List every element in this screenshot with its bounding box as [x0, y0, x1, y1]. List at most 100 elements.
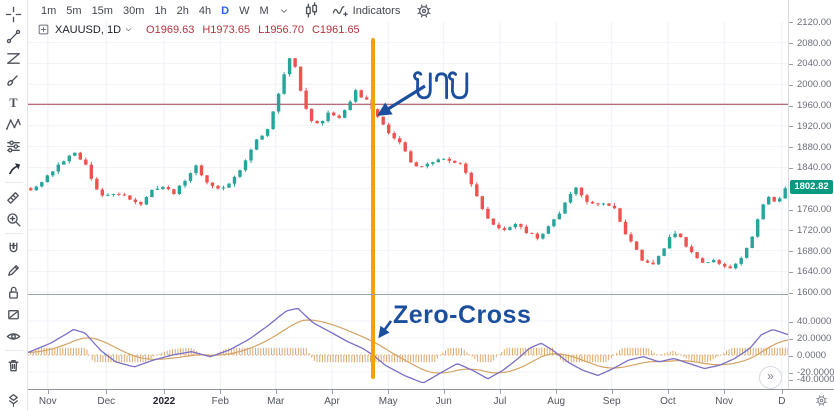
timeframe-button-1m[interactable]: 1m [41, 4, 57, 17]
sell-annotation [377, 71, 469, 116]
price-axis-label: 1840.00 [788, 162, 832, 174]
time-axis-label: Oct [660, 396, 676, 407]
sidebar-tool-trash[interactable] [3, 354, 25, 376]
toolbar-separator [4, 350, 23, 351]
candlestick-series [29, 57, 787, 270]
time-axis-label: Nov [38, 396, 57, 407]
price-axis[interactable]: 1802.82 2120.00 2080.00 2040.00 2000.00 1960… [788, 0, 834, 389]
indicator-axis-label: 40.0000 [788, 316, 832, 328]
close-value: C1961.65 [311, 23, 360, 36]
time-axis-label: Aug [547, 396, 566, 407]
time-axis-tick [556, 390, 558, 394]
time-axis-label: Mar [267, 396, 285, 407]
time-axis-tick [781, 390, 783, 394]
chevron-down-icon [124, 25, 133, 34]
sidebar-tool-crosshair[interactable] [3, 3, 25, 25]
symbol-title[interactable]: XAUUSD, 1D [55, 24, 133, 36]
timeframe-button-5m[interactable]: 5m [66, 4, 82, 17]
time-axis-tick [275, 390, 277, 394]
time-axis[interactable]: Nov Dec 2022 Feb Mar Apr May Jun Jul Aug Sep Oct Nov… [0, 389, 834, 411]
sidebar-tool-drawing-pencil[interactable] [3, 259, 25, 281]
time-axis-label: Nov [715, 396, 734, 407]
time-axis-label: Feb [211, 396, 229, 407]
time-axis-tick [47, 390, 49, 394]
sidebar-tool-arrow-marker[interactable] [3, 157, 25, 179]
price-axis-label: 1680.00 [788, 245, 832, 257]
sidebar-tool-xabcd-pattern[interactable] [3, 113, 25, 135]
symbol-name: XAUUSD, 1D [55, 23, 122, 36]
sidebar-tool-forecast[interactable] [3, 135, 25, 157]
price-axis-label: 2080.00 [788, 37, 832, 49]
price-axis-label: 1760.00 [788, 204, 832, 216]
time-axis-tick [164, 390, 166, 394]
price-axis-label: 2040.00 [788, 58, 832, 70]
chart-canvas[interactable]: ขาย [28, 0, 788, 389]
price-axis-label: 1920.00 [788, 120, 832, 132]
zero-cross-annotation: Zero-Cross [393, 301, 532, 329]
price-axis-label: 2120.00 [788, 16, 832, 28]
open-value: O1969.63 [146, 23, 195, 36]
time-axis-gear-icon[interactable] [815, 394, 828, 411]
time-axis-tick [611, 390, 613, 394]
candle-style-icon[interactable] [299, 2, 324, 19]
timeframe-button-d[interactable]: D [221, 4, 230, 17]
sidebar-tool-text[interactable]: T [3, 91, 25, 113]
time-axis-tick [443, 390, 445, 394]
sidebar-tool-zoom-in[interactable] [3, 208, 25, 230]
last-price-badge: 1802.82 [790, 179, 833, 194]
time-axis-tick [220, 390, 222, 394]
timeframe-button-4h[interactable]: 4h [198, 4, 212, 17]
time-axis-label: Jul [493, 396, 507, 407]
price-axis-label: 1720.00 [788, 224, 832, 236]
ohlc-readout: O1969.63 H1973.65 L1956.70 C1961.65 [146, 24, 360, 36]
time-axis-label: D [778, 396, 786, 407]
time-axis-tick [724, 390, 726, 394]
sidebar-tool-trend-line[interactable] [3, 25, 25, 47]
settings-gear-icon[interactable] [412, 3, 436, 19]
indicators-button[interactable]: Indicators [332, 2, 401, 19]
zero-cross-annotation-arrow [378, 320, 393, 339]
sidebar-tool-hide-marks[interactable] [3, 303, 25, 325]
time-axis-tick [499, 390, 501, 394]
indicators-wave-plus-icon [332, 2, 349, 19]
toolbar-separator [4, 233, 23, 234]
sidebar-tool-eye[interactable] [3, 325, 25, 347]
time-axis-label: May [378, 396, 398, 407]
time-axis-tick [332, 390, 333, 394]
sidebar-tool-lock-open[interactable] [3, 281, 25, 303]
timeframe-button-w[interactable]: W [239, 4, 250, 17]
collapse-pane-button[interactable]: » [759, 366, 782, 389]
timeframe-button-30m[interactable]: 30m [122, 4, 145, 17]
box-plus-icon[interactable] [37, 23, 50, 36]
macd-line [28, 308, 788, 384]
low-value: L1956.70 [258, 23, 304, 36]
pane-divider[interactable] [28, 294, 834, 295]
time-axis-tick [106, 390, 108, 394]
sidebar-tool-measure-ruler[interactable] [3, 186, 25, 208]
timeframe-button-m[interactable]: M [259, 4, 269, 17]
price-axis-label: 1880.00 [788, 141, 832, 153]
time-axis-label: 2022 [152, 396, 176, 407]
indicators-label: Indicators [352, 4, 401, 17]
sidebar-tool-object-tree[interactable] [3, 389, 25, 411]
top-toolbar: 1m 5m 15m 30m 1h 2h 4h D W M Indicators XAUUSD, 1… [29, 0, 834, 38]
grid [28, 22, 788, 389]
sidebar-tool-magnet[interactable] [3, 237, 25, 259]
price-axis-label: 1600.00 [788, 287, 832, 299]
timeframe-menu-button[interactable] [275, 6, 293, 16]
sidebar-tool-brush[interactable] [3, 69, 25, 91]
time-axis-label: Dec [97, 396, 116, 407]
timeframe-toolbar: 1m 5m 15m 30m 1h 2h 4h D W M Indicators [37, 0, 436, 21]
chart-plot [28, 22, 788, 389]
indicator-axis-label: 0.0000 [788, 350, 827, 362]
sidebar-tool-fib-retracement[interactable] [3, 47, 25, 69]
price-axis-label: 1960.00 [788, 100, 832, 112]
timeframe-button-15m[interactable]: 15m [91, 4, 113, 17]
timeframe-button-1h[interactable]: 1h [154, 4, 167, 17]
drawing-toolbar: T [0, 0, 28, 411]
indicator-axis-label: 20.0000 [788, 333, 832, 345]
toolbar-separator [4, 182, 23, 183]
price-axis-label: 1640.00 [788, 266, 832, 278]
timeframe-button-2h[interactable]: 2h [176, 4, 189, 17]
